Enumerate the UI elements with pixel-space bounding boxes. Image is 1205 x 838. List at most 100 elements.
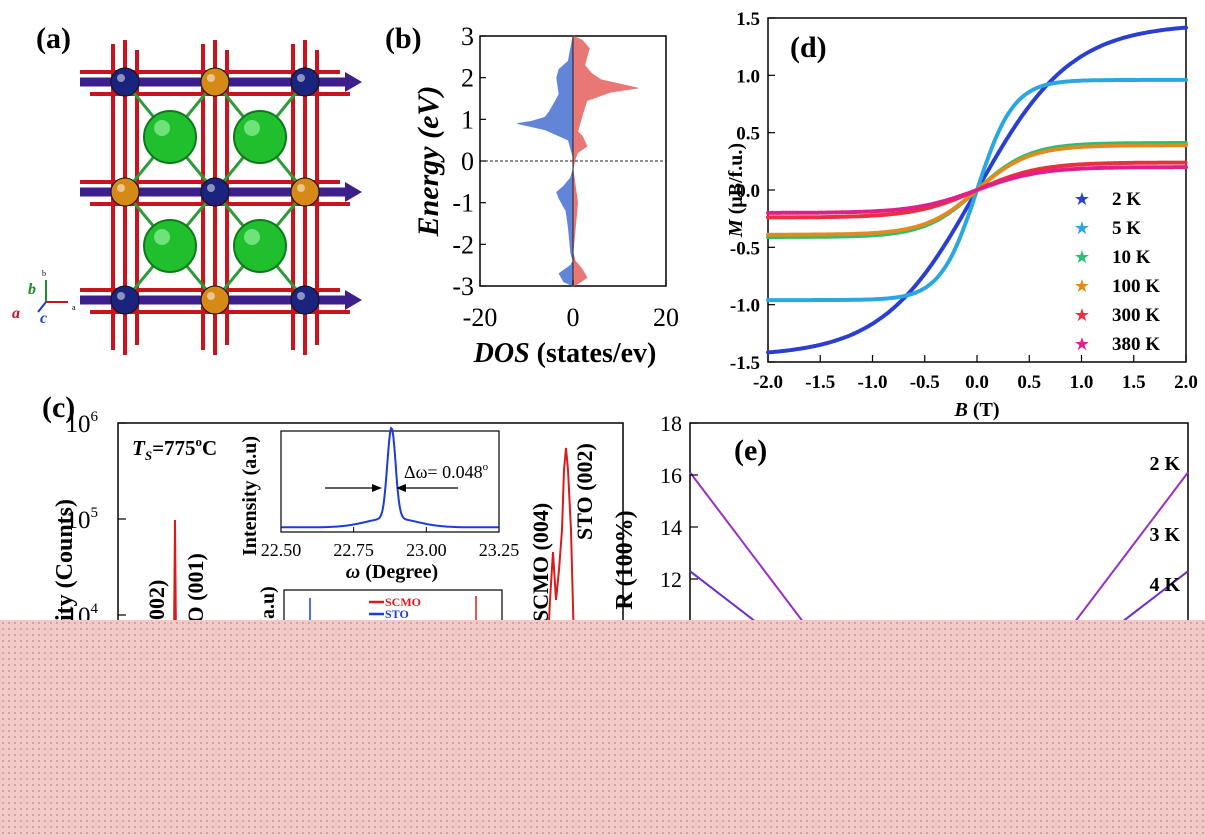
rocking-inset-frame [280, 430, 500, 533]
atom [200, 285, 230, 315]
mb-ylabel: M (μB/f.u.) [725, 143, 747, 238]
mr-series-label-0: 2 K [1149, 453, 1180, 475]
dos-series-1 [572, 35, 639, 287]
axis-c-label: c [40, 310, 47, 327]
green-atom [143, 219, 197, 273]
mb-legend-marker-4: ★ [1074, 305, 1090, 325]
atom [200, 67, 230, 97]
dos-ytick-label-2: 1 [461, 105, 474, 134]
atom-highlight [154, 229, 170, 245]
atom-highlight [207, 184, 215, 192]
dos-ytick-label-4: -1 [452, 189, 474, 218]
dotted-overlay [0, 620, 1205, 838]
mb-xtick-label-1: -1.5 [805, 372, 835, 393]
mb-xtick-label-6: 1.0 [1070, 372, 1094, 393]
dos-ytick-label-3: 0 [461, 147, 474, 176]
dos-ytick-label-1: 2 [461, 64, 474, 93]
mb-xtick-label-0: -2.0 [753, 372, 783, 393]
mb-legend-marker-0: ★ [1074, 189, 1090, 209]
mb-ytick-label-2: 0.5 [736, 124, 760, 145]
green-atom [233, 110, 287, 164]
rocking-curve-inset: 22.50 22.75 23.00 23.25 ω (Degree) Intensit… [239, 426, 520, 583]
green-atom [143, 110, 197, 164]
dos-ytick-label-6: -3 [452, 272, 474, 301]
phi-legend-scmo: SCMO [385, 595, 421, 609]
xrd-ytick-label-0: 106 [66, 409, 99, 438]
rocking-xtick-label-0: 22.50 [261, 540, 302, 560]
dos-ticks: 3 2 1 0 -1 -2 -3-20 0 20 [452, 22, 679, 332]
mb-xtick-label-2: -1.0 [857, 372, 887, 393]
mb-ytick-label-0: 1.5 [736, 9, 760, 30]
mr-ylabel: R (100%) [612, 510, 638, 609]
atom-highlight [117, 292, 125, 300]
rocking-curve-plot [281, 426, 499, 529]
phi-ylabel: (a.u) [257, 586, 279, 625]
panel-d-label: (d) [790, 31, 827, 64]
rocking-xtick-label-3: 23.25 [479, 540, 520, 560]
mr-ytick-label-1: 16 [660, 463, 682, 488]
dos-plot-area [480, 35, 666, 287]
rocking-curve-line [281, 426, 499, 529]
panel-b-label: (b) [385, 22, 422, 55]
dos-xtick-label-2: 20 [653, 303, 679, 332]
atom-highlight [244, 120, 260, 136]
atom [290, 67, 320, 97]
panel-d-magnetization: (d) 1.51.00.50.0-0.5-1.0-1.5-2.0 -1.5 -1.0… [725, 9, 1198, 421]
mr-ytick-label-0: 18 [660, 411, 682, 436]
axis-small-a: a [72, 303, 76, 312]
axis-small-b: b [42, 269, 46, 278]
mb-legend-label-2: 10 K [1112, 247, 1151, 268]
mb-xtick-label-8: 2.0 [1174, 372, 1198, 393]
dos-xtick-label-0: -20 [463, 303, 498, 332]
xrd-ylabel: ity (Counts) [52, 499, 78, 621]
dos-xtick-label-1: 0 [567, 303, 580, 332]
mr-ytick-label-3: 12 [660, 567, 682, 592]
atom-highlight [244, 229, 260, 245]
mb-xtick-label-3: -0.5 [910, 372, 940, 393]
crystal-model [80, 40, 362, 355]
mb-series-5 [766, 165, 1188, 215]
xrd-peak-scmo-004-sto-002 [540, 447, 576, 684]
mb-legend-marker-1: ★ [1074, 218, 1090, 238]
atom [200, 177, 230, 207]
atom [110, 177, 140, 207]
mb-ytick-label-5: -1.0 [730, 296, 760, 317]
mb-legend-label-4: 300 K [1112, 305, 1160, 326]
mr-ytick-label-2: 14 [660, 515, 682, 540]
mb-ytick-label-3: 0.0 [736, 181, 760, 202]
rocking-xtick-label-2: 23.00 [406, 540, 447, 560]
dos-ytick-label-5: -2 [452, 230, 474, 259]
axis-b-label: b [28, 281, 36, 298]
arrow-head [345, 290, 362, 310]
mb-legend-marker-2: ★ [1074, 247, 1090, 267]
mb-legend: ★ 2 K ★ 5 K ★ 10 K ★ 100 K ★ 300 K ★ 380 K [1074, 189, 1160, 355]
mb-legend-label-1: 5 K [1112, 218, 1141, 239]
mb-legend-marker-3: ★ [1074, 276, 1090, 296]
mb-plot-area [766, 25, 1188, 355]
phi-legend-sto: STO [385, 607, 409, 621]
peak-label-2: SCMO (004) [528, 503, 553, 622]
panel-c-label: (c) [42, 391, 75, 424]
rocking-ylabel: Intensity (a.u) [239, 436, 261, 556]
atom-highlight [207, 74, 215, 82]
green-atom [233, 219, 287, 273]
mr-series-label-2: 4 K [1149, 574, 1180, 596]
atom-highlight [154, 120, 170, 136]
rocking-xtick-label-1: 22.75 [333, 540, 374, 560]
mb-xtick-label-4: 0.0 [965, 372, 989, 393]
mb-legend-label-3: 100 K [1112, 276, 1160, 297]
mb-xtick-label-5: 0.5 [1017, 372, 1041, 393]
atom-highlight [207, 292, 215, 300]
atom-highlight [297, 292, 305, 300]
arrow-head [345, 182, 362, 202]
mr-series-label-1: 3 K [1149, 524, 1180, 546]
dos-ytick-label-0: 3 [461, 22, 474, 51]
atom-highlight [297, 74, 305, 82]
mb-xtick-label-7: 1.5 [1122, 372, 1146, 393]
atom [110, 285, 140, 315]
mb-legend-label-5: 380 K [1112, 334, 1160, 355]
axis-a-label: a [12, 305, 20, 322]
mb-xlabel: B (T) [953, 399, 999, 421]
rocking-ticks: 22.50 22.75 23.00 23.25 [261, 527, 520, 560]
